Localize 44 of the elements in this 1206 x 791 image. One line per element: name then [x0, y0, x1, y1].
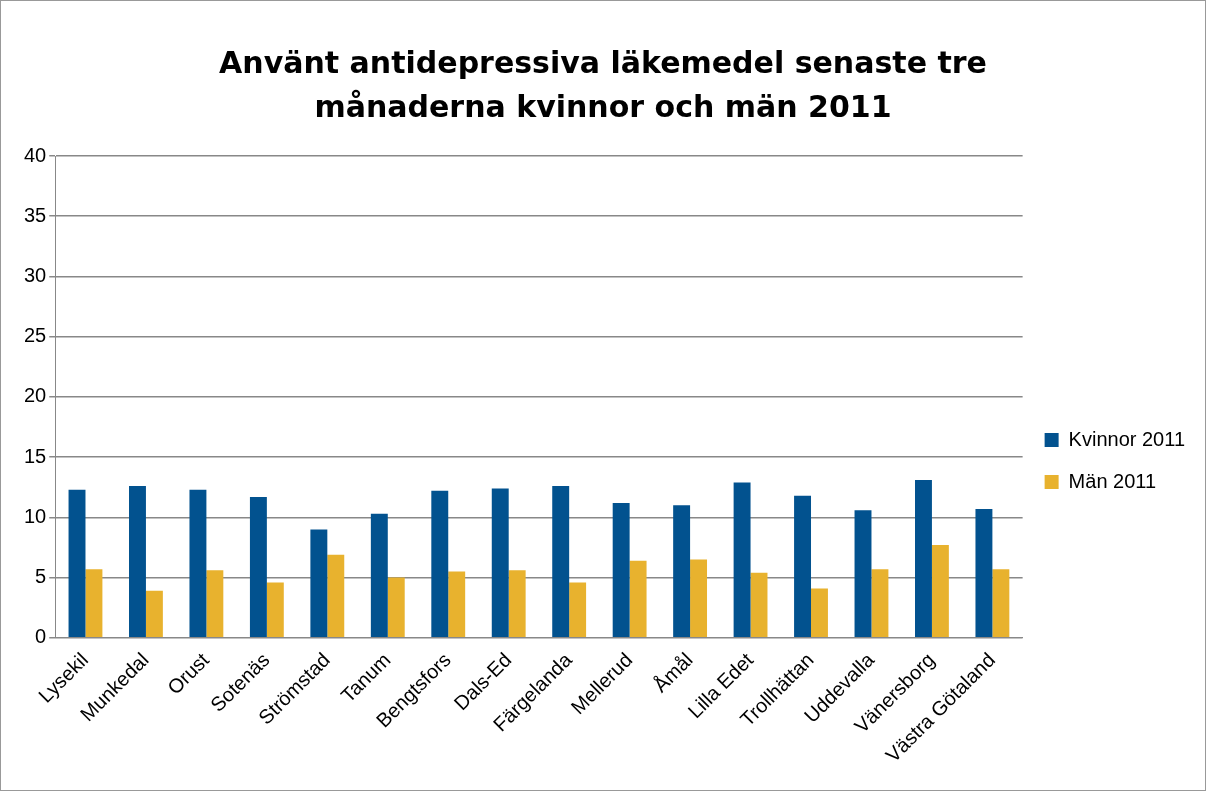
y-tick-label: 0 — [35, 625, 47, 648]
bar — [491, 488, 509, 638]
bar — [508, 570, 526, 638]
bar — [249, 496, 267, 638]
bar — [448, 571, 466, 638]
y-tick-label: 30 — [24, 263, 47, 286]
bar — [690, 559, 708, 638]
legend-label: Kvinnor 2011 — [1068, 427, 1186, 450]
bar — [145, 590, 163, 638]
y-tick-label: 35 — [24, 203, 47, 226]
y-tick-label: 40 — [24, 143, 47, 166]
y-tick-label: 15 — [24, 444, 47, 467]
bar — [552, 486, 570, 638]
chart-title: Använt antidepressiva läkemedel senaste tre månaderna kvinnor och män 2011 — [218, 44, 988, 126]
bar — [370, 513, 388, 638]
bar — [931, 545, 949, 638]
bar — [129, 486, 146, 638]
legend-label: Män 2011 — [1068, 469, 1157, 492]
bar — [189, 489, 207, 638]
y-tick-label: 20 — [24, 384, 47, 407]
y-tick-label: 5 — [35, 565, 47, 588]
bar — [794, 495, 812, 638]
bar — [992, 569, 1010, 638]
y-tick-label: 10 — [24, 504, 47, 527]
y-tick-label: 25 — [24, 324, 47, 347]
bar — [733, 482, 751, 638]
bar — [68, 489, 86, 638]
bar — [206, 570, 224, 638]
bar — [387, 577, 405, 638]
bar — [975, 508, 993, 638]
bar — [431, 490, 449, 638]
bar — [871, 569, 889, 638]
bar — [750, 572, 768, 638]
bar — [266, 582, 284, 638]
bar — [569, 582, 587, 638]
bar — [612, 502, 630, 638]
bar — [854, 510, 872, 638]
bar — [327, 554, 345, 638]
bar — [310, 529, 328, 638]
bar — [85, 569, 103, 638]
bar — [673, 505, 691, 638]
bar — [629, 560, 647, 638]
bar — [915, 480, 932, 638]
bar — [811, 588, 828, 638]
